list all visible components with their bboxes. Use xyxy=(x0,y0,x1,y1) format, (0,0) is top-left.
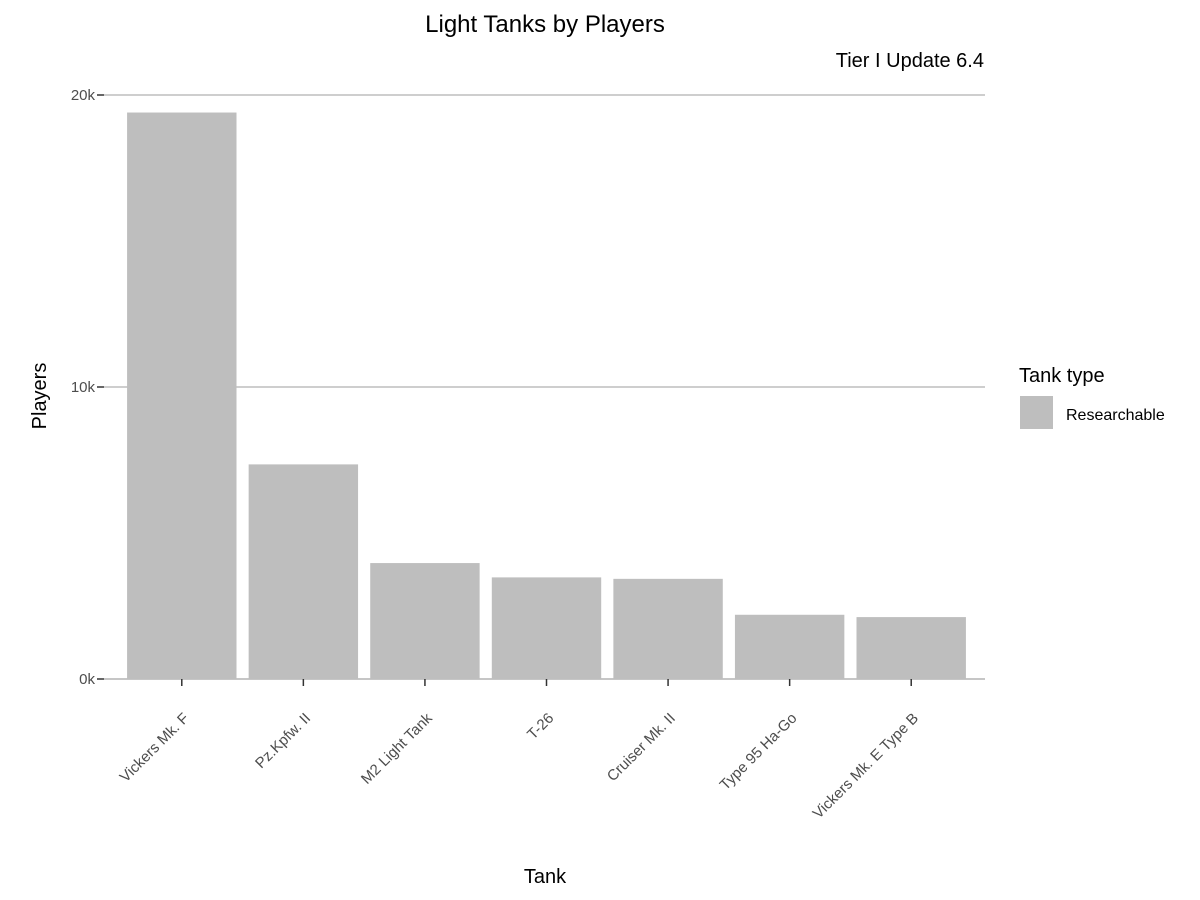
bar-3 xyxy=(491,577,602,679)
x-tick-label: Pz.Kpfw. II xyxy=(252,710,314,772)
chart-subtitle: Tier I Update 6.4 xyxy=(836,50,984,72)
y-axis-ticks: 0k 10k 20k xyxy=(71,87,104,688)
x-axis-ticks: Vickers Mk. F Pz.Kpfw. II M2 Light Tank T-2… xyxy=(117,679,922,822)
bar-6 xyxy=(856,617,966,679)
legend-label-researchable: Researchable xyxy=(1066,407,1165,424)
y-tick-label: 10k xyxy=(71,379,96,396)
chart-title: Light Tanks by Players xyxy=(425,11,665,38)
bar-1 xyxy=(248,464,359,679)
x-tick-label: Vickers Mk. F xyxy=(117,710,193,786)
bar-0 xyxy=(127,112,237,679)
y-tick-label: 20k xyxy=(71,87,96,104)
legend: Tank type Researchable xyxy=(1019,365,1165,429)
bar-4 xyxy=(613,578,723,679)
x-tick-label: Cruiser Mk. II xyxy=(604,710,679,785)
y-tick-label: 0k xyxy=(79,671,95,688)
x-tick-label: Vickers Mk. E Type B xyxy=(810,710,922,822)
x-tick-label: Type 95 Ha-Go xyxy=(717,710,801,794)
bar-2 xyxy=(370,563,480,679)
bar-5 xyxy=(734,614,845,679)
y-axis-title: Players xyxy=(29,363,51,430)
x-tick-label: T-26 xyxy=(524,710,557,743)
x-tick-label: M2 Light Tank xyxy=(358,709,436,787)
legend-title: Tank type xyxy=(1019,365,1105,387)
x-axis-title: Tank xyxy=(524,866,567,888)
legend-swatch-researchable xyxy=(1020,396,1053,429)
bars xyxy=(127,112,966,679)
